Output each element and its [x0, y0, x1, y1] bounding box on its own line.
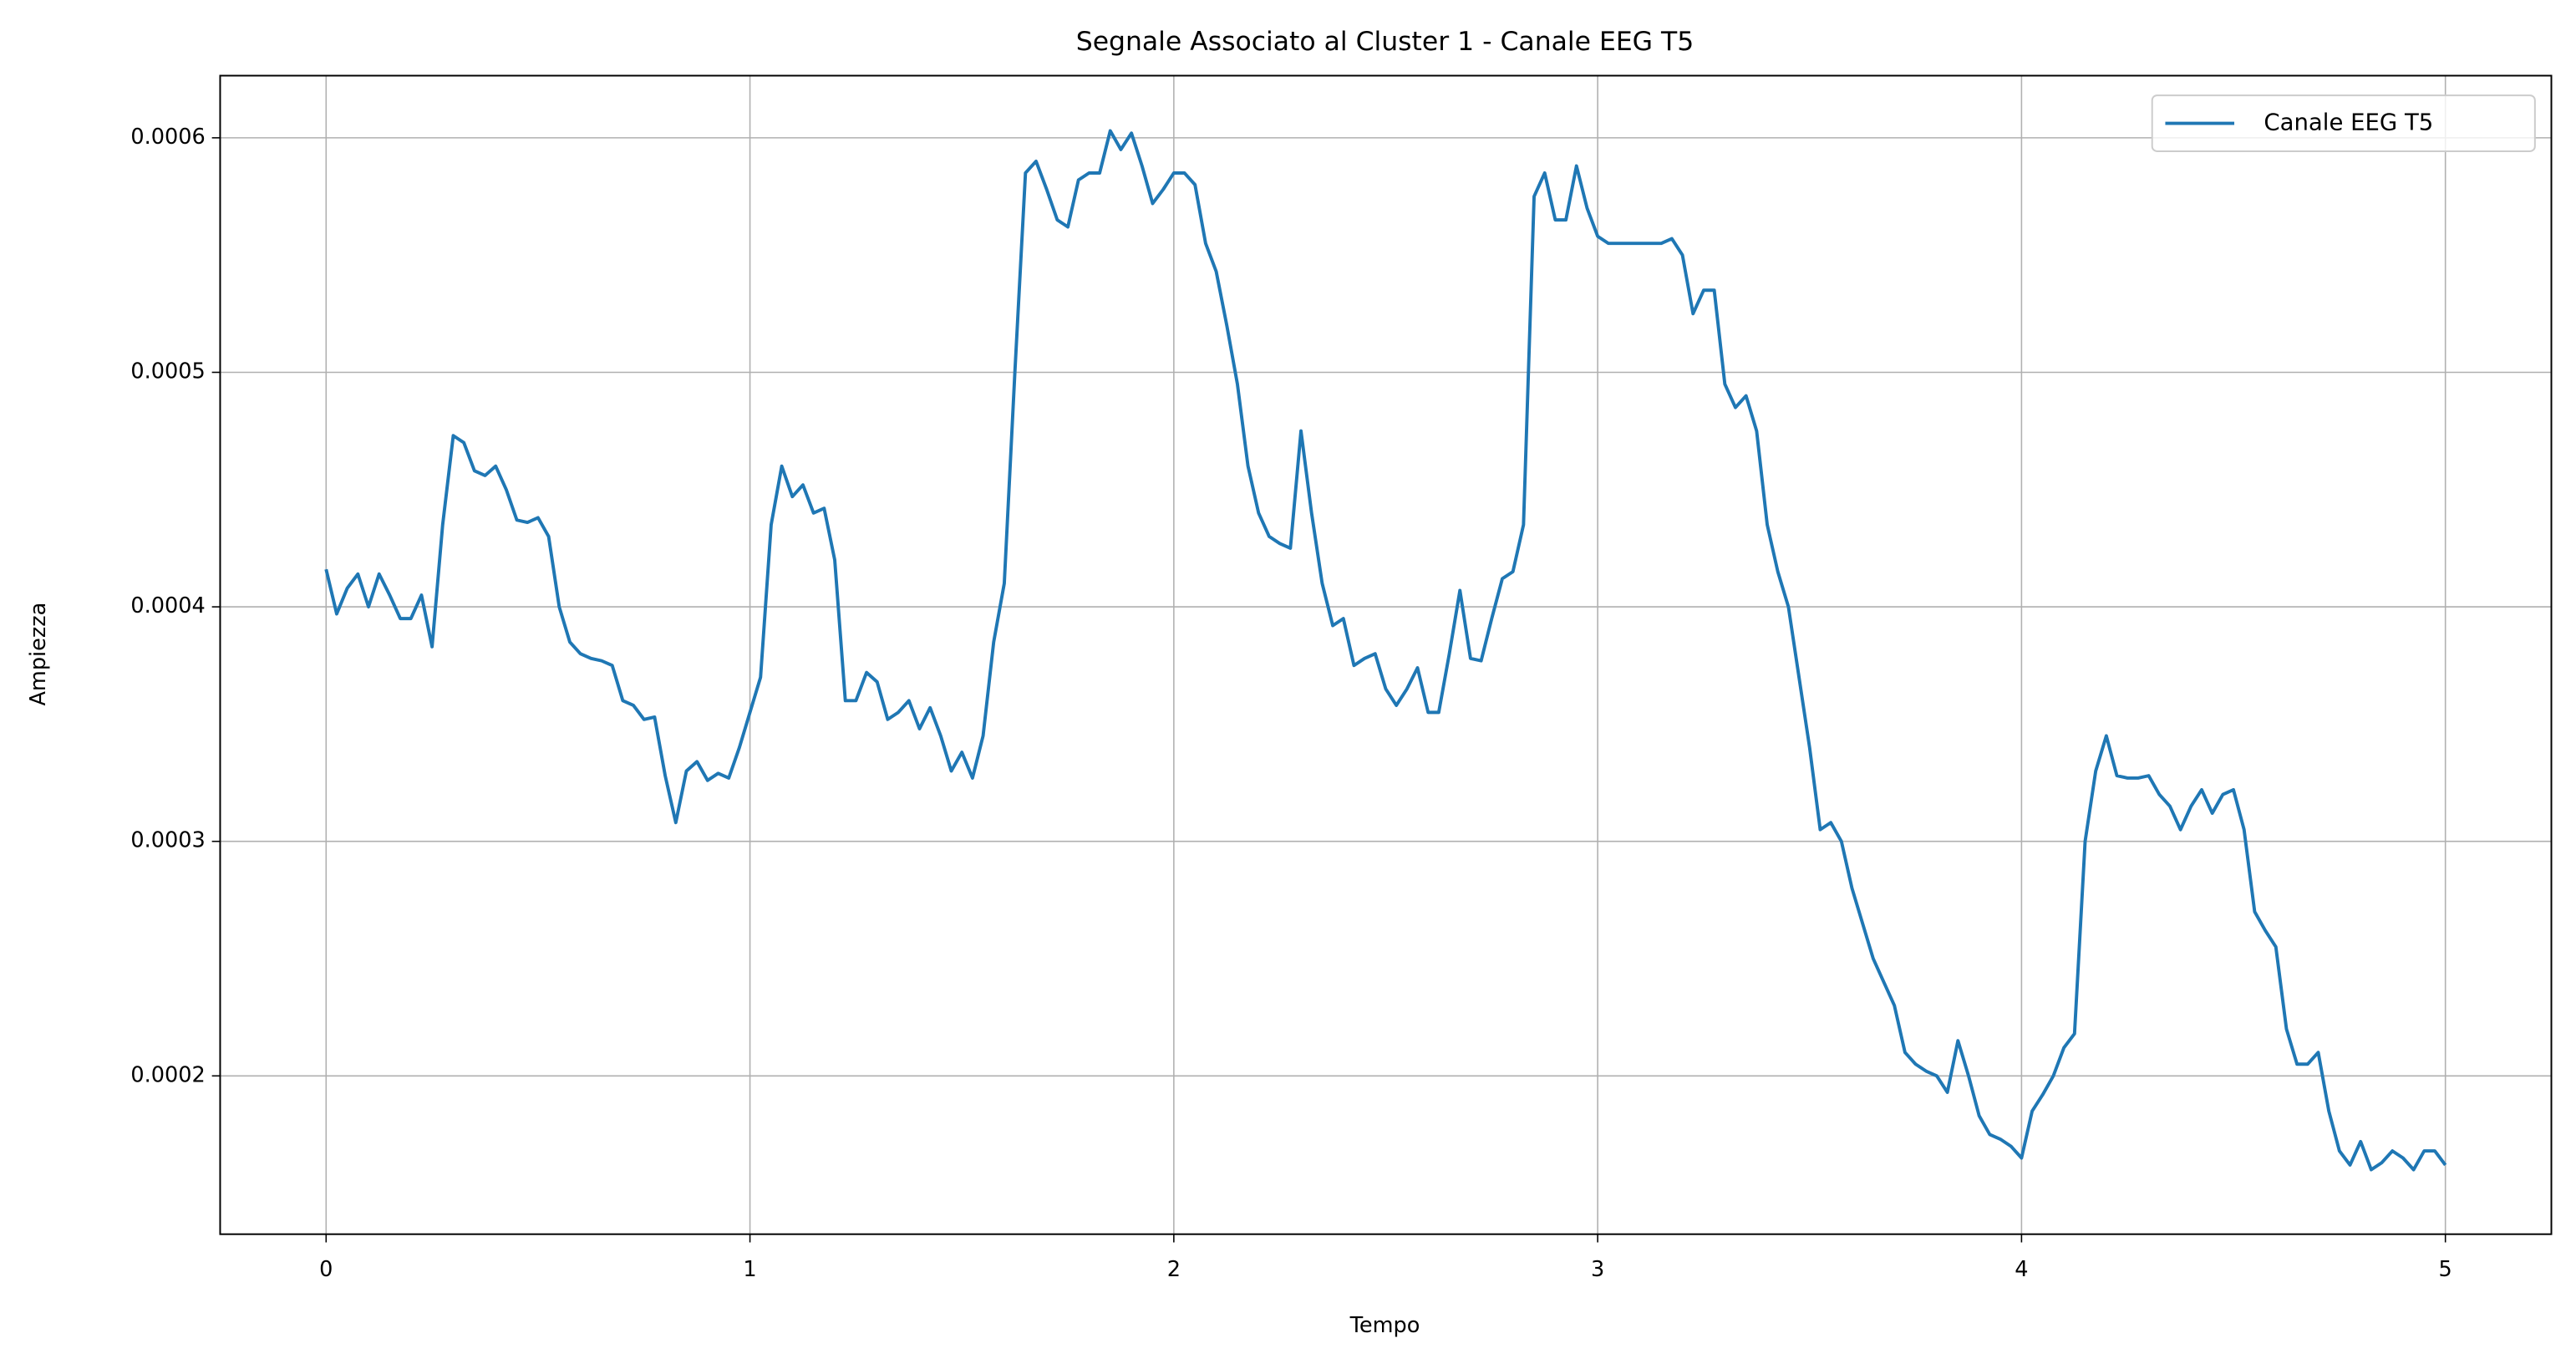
axes-frame [219, 74, 2553, 1235]
grid [220, 75, 2552, 1234]
y-axis-label: Ampiezza [26, 603, 51, 706]
x-tick-label: 1 [743, 1257, 756, 1282]
plot [324, 129, 2447, 1172]
x-tick-label: 3 [1591, 1257, 1604, 1282]
y-tick-label: 0.0005 [130, 359, 205, 384]
y-tick-label: 0.0002 [130, 1062, 205, 1087]
x-axis-label: Tempo [1349, 1313, 1420, 1338]
legend-box [2151, 94, 2536, 152]
x-tick-label: 4 [2015, 1257, 2028, 1282]
y-tick-label: 0.0003 [130, 828, 205, 853]
x-tick-label: 5 [2439, 1257, 2452, 1282]
x-tick-label: 0 [319, 1257, 333, 1282]
y-tick-label: 0.0004 [130, 593, 205, 618]
chart-title: Segnale Associato al Cluster 1 - Canale … [1076, 27, 1694, 57]
legend: Canale EEG T5 [2151, 94, 2536, 152]
legend-label: Canale EEG T5 [2264, 109, 2433, 136]
data-line [324, 129, 2447, 1172]
x-tick-label: 2 [1167, 1257, 1181, 1282]
ticks: 0 1 2 3 4 5 0.0002 0.0003 0.0004 0.0005 0.0006 [130, 125, 2452, 1282]
y-tick-label: 0.0006 [130, 125, 205, 150]
